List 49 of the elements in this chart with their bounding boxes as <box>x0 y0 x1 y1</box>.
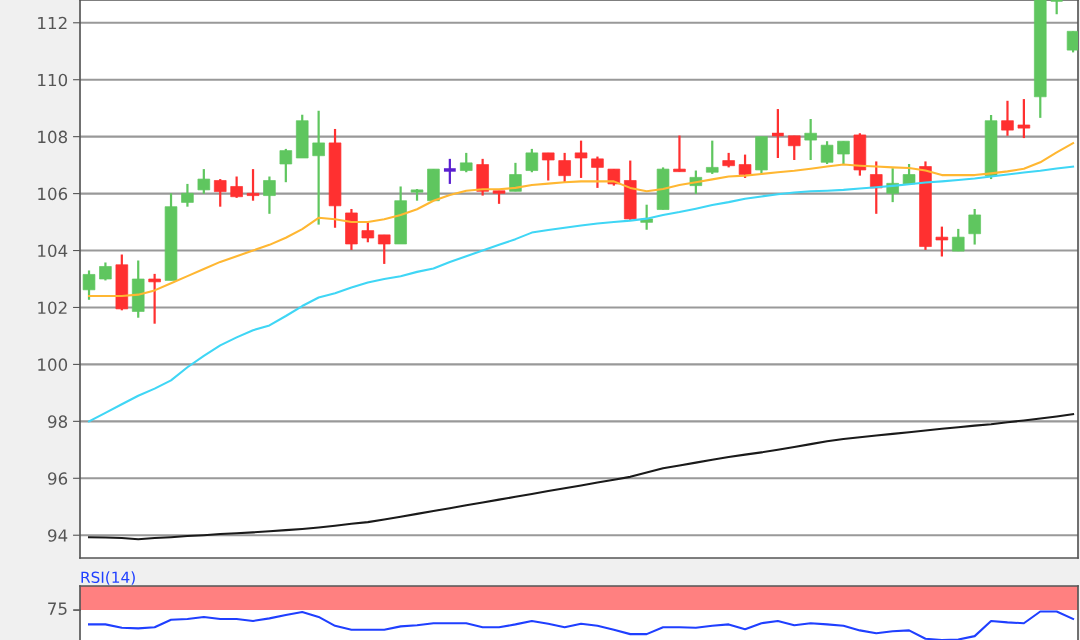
candlestick <box>837 140 850 166</box>
candlestick <box>213 177 227 208</box>
chart-title: RSI(14) <box>81 571 135 585</box>
candlestick <box>591 155 604 190</box>
text: 75 <box>48 602 67 615</box>
candlestick <box>870 160 883 215</box>
y-tick-label: 106 <box>38 187 68 201</box>
candlestick <box>558 151 571 184</box>
candlestick <box>706 139 719 176</box>
candlestick <box>442 157 456 186</box>
candlestick <box>804 117 817 162</box>
candlestick <box>181 182 194 208</box>
candlestick <box>952 227 965 253</box>
y-tick-label: 108 <box>38 130 68 144</box>
candlestick <box>541 151 555 182</box>
candlestick <box>968 207 981 246</box>
candlestick <box>509 161 522 193</box>
candlestick <box>263 175 276 215</box>
y-tick-label: 110 <box>38 73 68 87</box>
candlestick <box>246 168 260 202</box>
candlestick <box>935 225 949 258</box>
candlestick <box>738 153 752 180</box>
candlestick <box>82 269 96 301</box>
candlestick <box>525 147 539 174</box>
y-tick-label: 94 <box>48 529 68 542</box>
y-tick-label: 104 <box>38 244 68 258</box>
candlestick <box>279 147 293 184</box>
line-series <box>87 165 1075 423</box>
line-series <box>87 413 1075 541</box>
candlestick <box>361 221 375 244</box>
y-tick-label: 100 <box>38 358 68 371</box>
y-tick-label: 112 <box>38 16 67 30</box>
y-tick-label: 96 <box>48 472 68 485</box>
candlestick <box>377 233 391 266</box>
candlestick <box>230 175 243 199</box>
candlestick <box>312 109 325 226</box>
y-tick-label: 102 <box>38 301 67 315</box>
candlestick <box>673 134 686 173</box>
candlestick <box>574 139 588 180</box>
candlestick <box>1066 30 1078 54</box>
candlestick <box>1001 99 1014 137</box>
candlestick <box>1017 97 1031 140</box>
candlestick <box>820 140 834 166</box>
candlestick <box>197 168 211 195</box>
y-tick-label: 98 <box>48 415 68 428</box>
candlestick <box>788 134 801 162</box>
line-series <box>87 142 1075 298</box>
candlestick <box>148 272 161 325</box>
candlestick <box>459 151 473 174</box>
